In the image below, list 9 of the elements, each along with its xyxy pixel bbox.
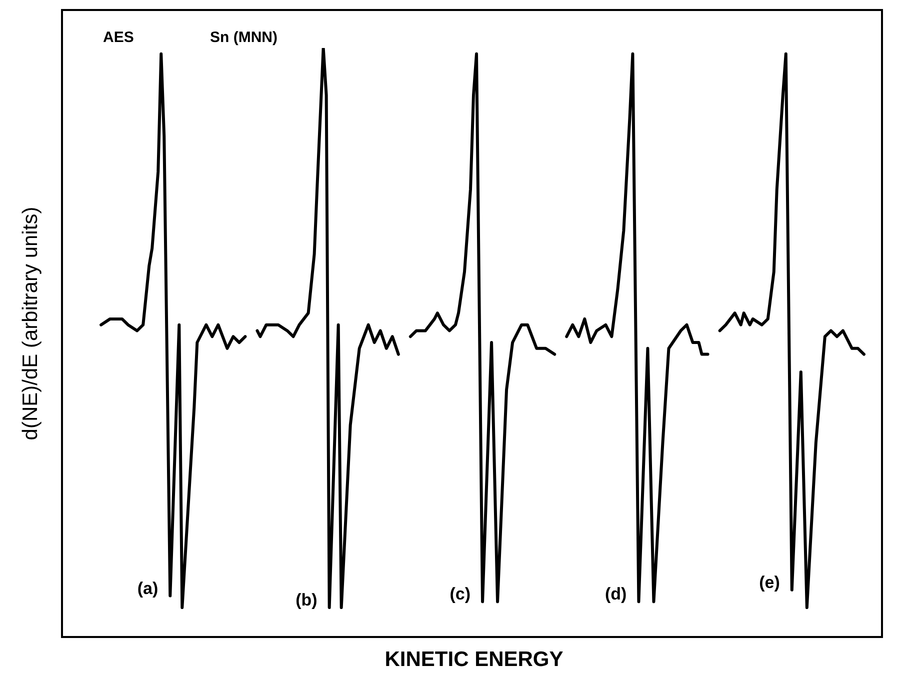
text: AES (103, 29, 134, 46)
series-label: (d) (604, 584, 627, 604)
y-axis-title: d(NE)/dE (arbitrary units) (19, 206, 42, 440)
series-label: (b) (296, 590, 318, 610)
series-label: (c) (450, 584, 471, 604)
text: Sn (MNN) (210, 29, 278, 46)
series-label: (a) (137, 578, 158, 598)
series-label: (e) (759, 572, 780, 592)
x-axis-title: KINETIC ENERGY (384, 648, 564, 671)
